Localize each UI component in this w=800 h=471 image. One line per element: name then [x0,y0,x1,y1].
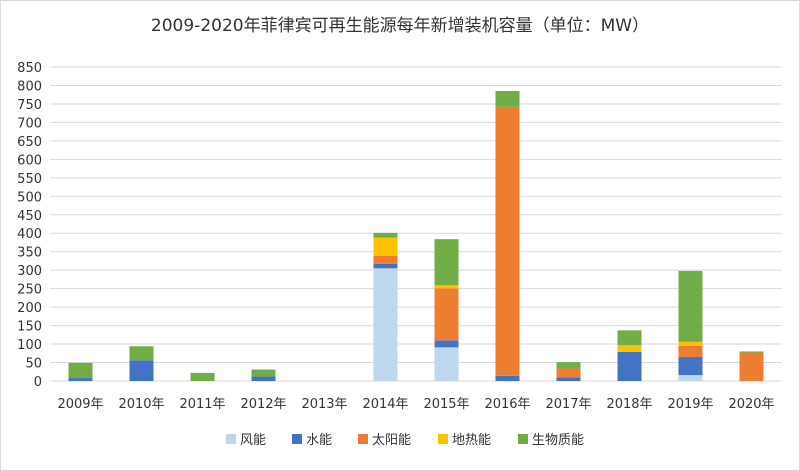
y-tick-label: 550 [17,172,42,187]
bar-segment [251,376,276,381]
bar-segment [434,239,459,286]
bar-segment [434,340,459,348]
x-tick-label: 2014年 [362,397,408,412]
bar-segment [495,91,520,107]
legend-swatch [226,434,236,444]
y-tick-label: 250 [17,283,42,298]
y-tick-label: 350 [17,246,42,261]
x-tick-label: 2017年 [545,397,591,412]
y-tick-label: 600 [17,153,42,168]
bar-segment [739,351,764,353]
legend-label: 生物质能 [532,433,584,448]
bar-segment [434,285,459,289]
bar-segment [68,362,93,379]
bar-segment [373,263,398,269]
bar-segment [434,288,459,341]
y-axis: 0 50 100 150 200 250 300 350 400 450 500 550 600 650 7… [17,61,42,390]
x-tick-label: 2016年 [484,397,530,412]
y-tick-label: 650 [17,135,42,150]
y-tick-label: 0 [34,375,42,390]
y-tick-label: 50 [25,357,42,372]
x-tick-label: 2012年 [240,397,286,412]
bar-segment [678,375,703,381]
bar-segment [678,356,703,376]
y-tick-label: 450 [17,209,42,224]
legend-swatch [292,434,302,444]
x-tick-label: 2009年 [57,397,103,412]
bars [68,91,764,381]
legend-label: 太阳能 [372,433,411,448]
bar-segment [68,378,93,381]
y-tick-label: 200 [17,301,42,316]
legend-swatch [438,434,448,444]
bar-segment [678,270,703,342]
x-tick-label: 2019年 [667,397,713,412]
legend-swatch [518,434,528,444]
legend-label: 风能 [240,433,266,448]
y-tick-label: 500 [17,190,42,205]
x-tick-label: 2013年 [301,397,347,412]
x-tick-label: 2015年 [423,397,469,412]
bar-segment [434,347,459,381]
bar-segment [617,330,642,346]
x-tick-label: 2018年 [606,397,652,412]
x-tick-label: 2010年 [118,397,164,412]
bar-segment [373,232,398,238]
y-tick-label: 100 [17,338,42,353]
y-tick-label: 850 [17,61,42,76]
bar-segment [556,362,581,369]
bar-segment [373,255,398,264]
bar-segment [373,237,398,256]
y-tick-label: 750 [17,98,42,113]
x-axis: 2009年 2010年 2011年 2012年 2013年 2014年 2015年 2016年… [57,397,774,412]
chart-title: 2009-2020年菲律宾可再生能源每年新增装机容量（单位：MW） [151,16,649,36]
bar-segment [617,351,642,381]
bar-segment [617,345,642,352]
bar-segment [678,341,703,346]
y-tick-label: 700 [17,116,42,131]
bar-segment [739,352,764,381]
bar-segment [251,369,276,377]
bar-segment [495,106,520,376]
y-tick-label: 800 [17,79,42,94]
x-tick-label: 2020年 [728,397,774,412]
legend-label: 地热能 [452,433,491,448]
gridlines [50,66,782,382]
bar-segment [556,377,581,381]
legend: 风能 水能 太阳能 地热能 生物质能 [226,433,584,448]
y-tick-label: 300 [17,264,42,279]
bar-segment [373,268,398,381]
bar-segment [129,346,154,361]
y-tick-label: 150 [17,320,42,335]
y-tick-label: 400 [17,227,42,242]
bar-segment [129,360,154,381]
bar-segment [678,345,703,357]
bar-segment [556,368,581,378]
bar-segment [495,375,520,381]
legend-swatch [358,434,368,444]
bar-segment [190,372,215,381]
legend-label: 水能 [306,433,332,448]
x-tick-label: 2011年 [179,397,225,412]
